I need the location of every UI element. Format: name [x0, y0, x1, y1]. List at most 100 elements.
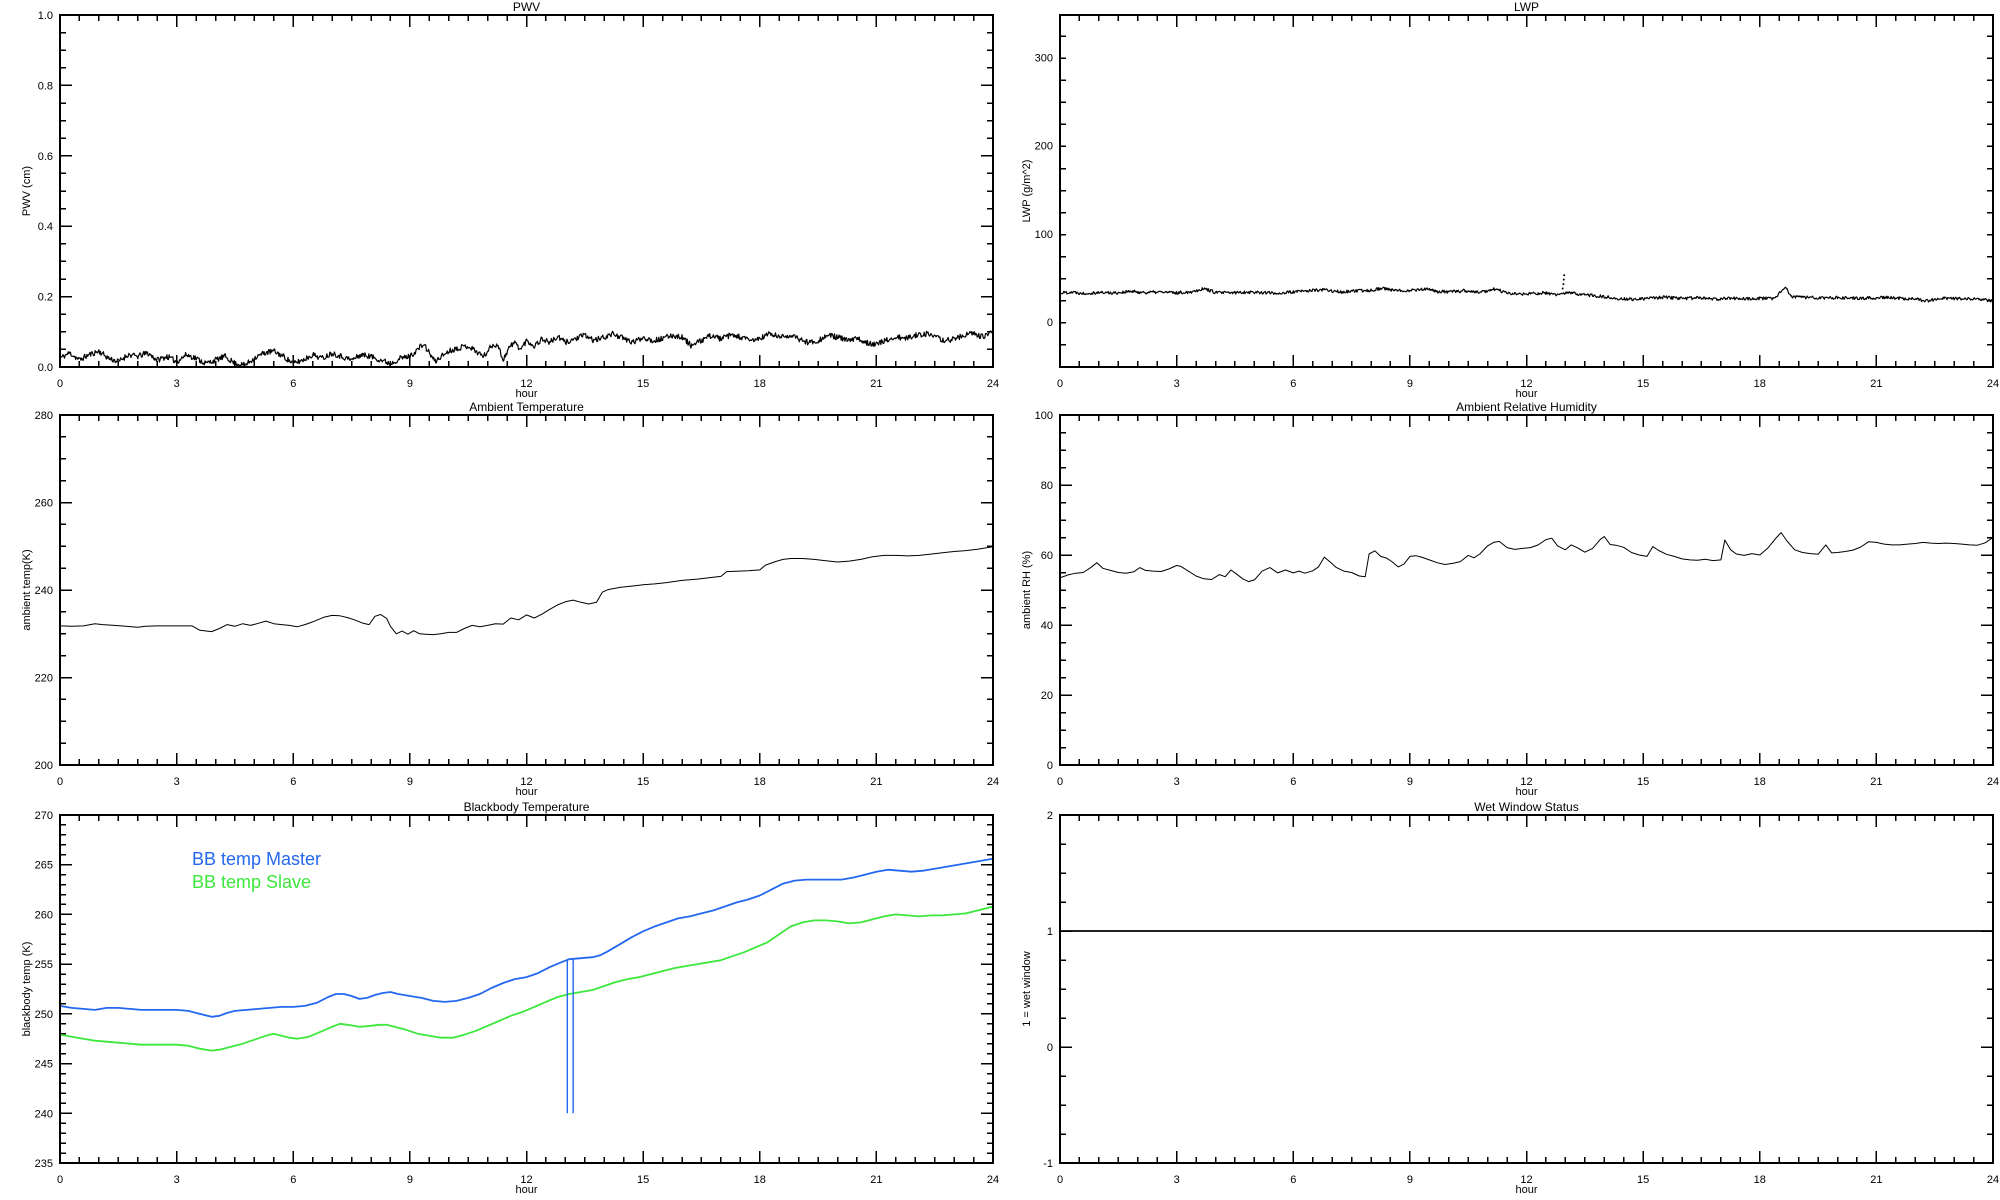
series-pwv [61, 330, 992, 366]
y-tick-label: 265 [35, 860, 53, 872]
x-tick-label: 6 [290, 1174, 296, 1186]
y-axis-label-wet-window: 1 = wet window [1021, 951, 1033, 1027]
x-axis-label-lwp: hour [1515, 388, 1538, 400]
x-tick-label: 24 [1987, 1174, 1999, 1186]
x-tick-label: 9 [1407, 776, 1413, 788]
plot-ambient_rh: 0 3 6 9 12 15 18 21 24 0 20 40 60 80 100 [1035, 410, 1999, 788]
x-tick-label: 21 [870, 776, 882, 788]
x-tick-label: 6 [1290, 776, 1296, 788]
x-tick-label: 3 [174, 1174, 180, 1186]
y-tick-label: 100 [1035, 229, 1053, 241]
x-tick-label: 9 [407, 1174, 413, 1186]
x-tick-label: 15 [637, 1174, 649, 1186]
chart-title-wet-window: Wet Window Status [1474, 800, 1579, 814]
x-tick-label: 12 [520, 378, 532, 390]
y-tick-label: 100 [1035, 410, 1053, 422]
y-tick-label: 1 [1047, 926, 1053, 938]
axis-box [1059, 414, 1994, 766]
y-tick-label: 240 [35, 585, 53, 597]
axis-box [59, 414, 994, 766]
x-tick-label: 12 [520, 776, 532, 788]
y-tick-label: 40 [1041, 620, 1053, 632]
series-ambient-temp [61, 546, 992, 636]
series-dot [1563, 274, 1566, 277]
y-tick-label: 280 [35, 410, 53, 422]
chart-title-blackbody-temp: Blackbody Temperature [463, 800, 590, 814]
y-tick-label: 60 [1041, 550, 1053, 562]
x-tick-label: 12 [1520, 378, 1532, 390]
x-tick-label: 24 [987, 776, 999, 788]
y-tick-label: 0.0 [38, 362, 53, 374]
x-axis-label-wet-window: hour [1515, 1184, 1538, 1196]
y-tick-label: 240 [35, 1108, 53, 1120]
y-axis-label-lwp: LWP (g/m^2) [1021, 159, 1033, 223]
chart-title-lwp: LWP [1513, 0, 1540, 14]
x-tick-label: 6 [1290, 378, 1296, 390]
x-tick-label: 15 [637, 378, 649, 390]
y-tick-label: 1.0 [38, 10, 53, 22]
x-tick-label: 3 [174, 378, 180, 390]
x-tick-label: 12 [520, 1174, 532, 1186]
series-group [61, 330, 992, 366]
y-tick-label: 0 [1047, 1042, 1053, 1054]
y-tick-label: 80 [1041, 480, 1053, 492]
y-tick-label: 220 [35, 673, 53, 685]
y-axis-label-ambient-rh: ambient RH (%) [1021, 550, 1033, 630]
x-tick-label: 21 [870, 378, 882, 390]
x-tick-label: 15 [1637, 776, 1649, 788]
x-tick-label: 6 [1290, 1174, 1296, 1186]
plot-pwv: 0 3 6 9 12 15 18 21 24 0.0 0.2 0.4 0.6 0.8 1.0 [38, 10, 999, 390]
x-axis-label-ambient-rh: hour [1515, 786, 1538, 798]
x-tick-label: 24 [1987, 378, 1999, 390]
x-tick-label: 24 [987, 378, 999, 390]
x-tick-label: 3 [1174, 776, 1180, 788]
x-tick-label: 0 [57, 378, 63, 390]
y-tick-label: 260 [35, 498, 53, 510]
x-tick-label: 18 [1754, 776, 1766, 788]
x-tick-label: 0 [57, 776, 63, 788]
y-tick-label: 270 [35, 810, 53, 822]
x-tick-label: 0 [1057, 776, 1063, 788]
x-tick-label: 21 [1870, 776, 1882, 788]
y-tick-label: 0.4 [38, 221, 53, 233]
x-tick-label: 15 [1637, 1174, 1649, 1186]
x-tick-label: 0 [1057, 1174, 1063, 1186]
y-tick-label: 0.6 [38, 151, 53, 163]
x-axis-label-pwv: hour [515, 388, 538, 400]
series-bb-temp-slave [61, 905, 992, 1052]
axis-box [1059, 814, 1994, 1164]
plot-ambient_temp: 0 3 6 9 12 15 18 21 24 200 220 240 260 280 [35, 410, 999, 788]
y-tick-label: 0 [1047, 317, 1053, 329]
y-tick-label: -1 [1043, 1158, 1053, 1170]
x-tick-label: 12 [1520, 1174, 1532, 1186]
y-tick-label: 200 [35, 760, 53, 772]
series-dot [1561, 287, 1564, 290]
series-dot [1562, 283, 1565, 286]
y-tick-label: 235 [35, 1158, 53, 1170]
legend-item-bb-temp-slave: BB temp Slave [192, 872, 312, 892]
x-tick-label: 24 [1987, 776, 1999, 788]
x-tick-label: 15 [1637, 378, 1649, 390]
chart-title-ambient-rh: Ambient Relative Humidity [1456, 400, 1597, 414]
x-tick-label: 24 [987, 1174, 999, 1186]
x-tick-label: 3 [1174, 378, 1180, 390]
x-tick-label: 18 [1754, 1174, 1766, 1186]
axis-box [59, 14, 994, 368]
y-tick-label: 2 [1047, 810, 1053, 822]
y-axis-label-pwv: PWV (cm) [21, 165, 33, 217]
x-tick-label: 12 [1520, 776, 1532, 788]
x-tick-label: 21 [1870, 378, 1882, 390]
x-tick-label: 15 [637, 776, 649, 788]
series-group [61, 857, 992, 1114]
series-ambient-rh [1061, 532, 1992, 583]
y-axis-label-ambient-temp: ambient temp(K) [21, 549, 33, 631]
x-tick-label: 0 [57, 1174, 63, 1186]
axis-box [1059, 14, 1994, 368]
x-tick-label: 21 [1870, 1174, 1882, 1186]
y-tick-label: 0.2 [38, 292, 53, 304]
chart-title-pwv: PWV [512, 0, 541, 14]
y-tick-label: 200 [1035, 141, 1053, 153]
series-dot [1562, 278, 1565, 281]
